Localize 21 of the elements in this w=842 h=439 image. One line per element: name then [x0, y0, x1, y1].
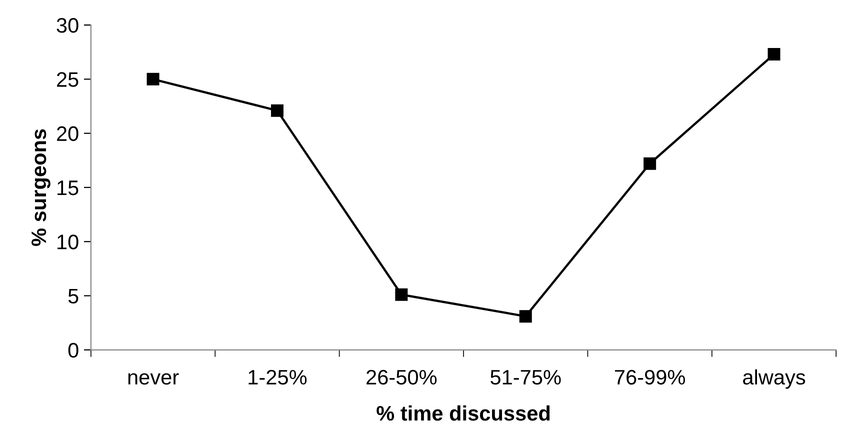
y-tick-label: 5 [68, 288, 78, 304]
y-tick-label: 15 [58, 180, 78, 196]
point [395, 288, 408, 301]
y-tick-label: 25 [57, 72, 78, 87]
point [644, 157, 656, 170]
x-tick-label: 26-50% [366, 370, 437, 385]
x-tick-label: always [743, 369, 806, 389]
point [768, 48, 780, 61]
point [146, 72, 160, 86]
y-tick-label: 0 [68, 342, 78, 358]
x-tick-label: 1-25% [248, 370, 307, 385]
y-tick-label: 20 [57, 126, 78, 142]
x-tick-label: 76-99% [614, 370, 685, 385]
point [270, 104, 284, 117]
y-tick-label: 30 [56, 18, 78, 33]
y-axis-title: % surgeons [31, 129, 50, 246]
x-axis-title: % time discussed [376, 405, 550, 421]
point [519, 310, 532, 323]
y-tick-label: 10 [58, 234, 78, 250]
x-tick-label: 51-75% [490, 370, 561, 385]
x-tick-label: never [128, 373, 179, 385]
